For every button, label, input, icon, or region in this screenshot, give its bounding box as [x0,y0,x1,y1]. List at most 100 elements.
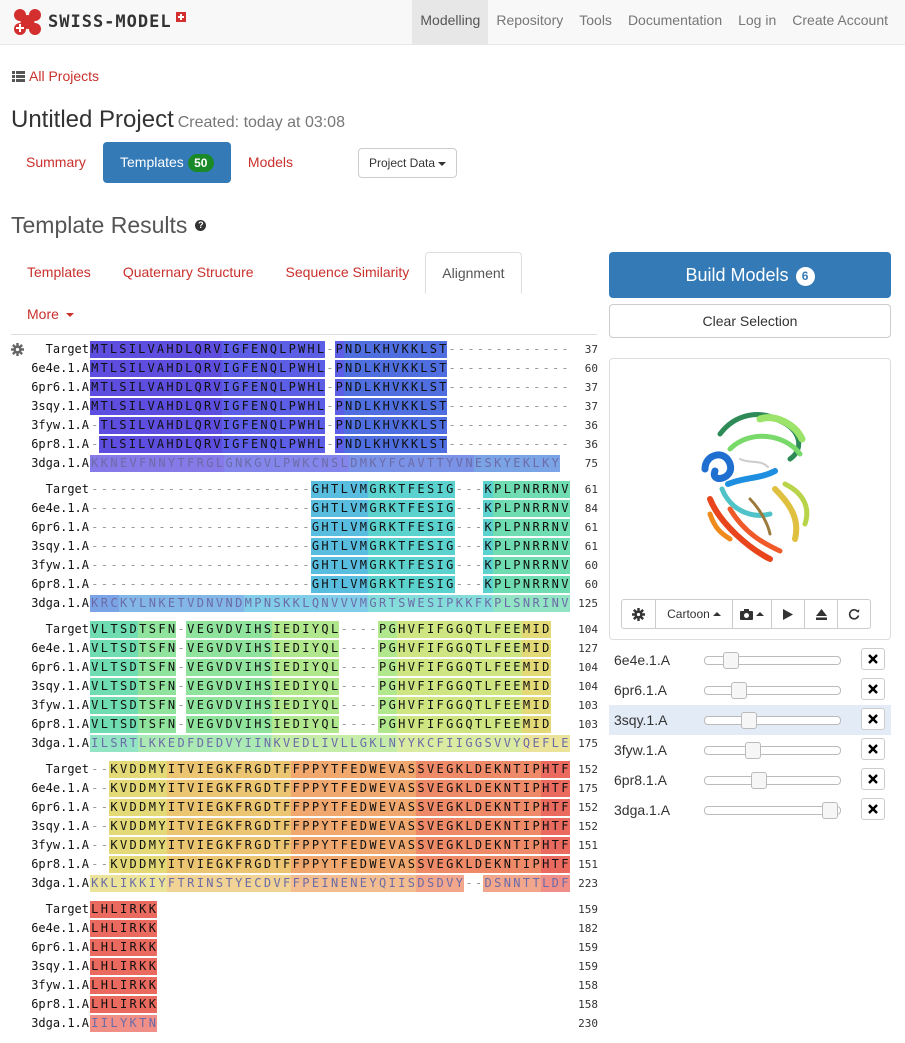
sequence-name[interactable]: 6pr8.1.A [31,577,89,591]
remove-template-button[interactable] [861,798,885,820]
sequence-name[interactable]: Target [45,482,89,496]
template-row[interactable]: 6pr6.1.A [609,675,891,705]
sequence-name[interactable]: 6e4e.1.A [31,361,89,375]
nav-create-account[interactable]: Create Account [792,12,888,28]
tab-results-templates[interactable]: Templates [27,264,91,280]
structure-viewer[interactable]: Cartoon [609,358,891,640]
sequence-name[interactable]: 6pr6.1.A [31,800,89,814]
sequence-name[interactable]: 3sqy.1.A [31,539,89,553]
tab-templates[interactable]: Templates 50 [102,142,231,183]
template-slider[interactable] [704,712,841,729]
template-row[interactable]: 3dga.1.A [609,795,891,825]
remove-template-button[interactable] [861,678,885,700]
sequence-name[interactable]: 6pr8.1.A [31,717,89,731]
build-models-button[interactable]: Build Models 6 [609,252,891,298]
project-data-dropdown[interactable]: Project Data [358,148,457,178]
template-row[interactable]: 3sqy.1.A [609,705,891,735]
nav-documentation[interactable]: Documentation [627,12,723,28]
remove-template-button[interactable] [861,648,885,670]
tab-alignment[interactable]: Alignment [425,252,522,294]
sequence-name[interactable]: 3sqy.1.A [31,959,89,973]
template-slider[interactable] [704,652,841,669]
screenshot-dropdown[interactable] [732,599,772,629]
sequence-name[interactable]: 6pr6.1.A [31,940,89,954]
template-slider[interactable] [704,802,841,819]
viewer-settings-button[interactable] [621,599,656,629]
nav-modelling[interactable]: Modelling [412,0,489,45]
sequence-name[interactable]: Target [45,902,89,916]
alignment-settings-gear-icon[interactable] [11,343,24,356]
template-slider[interactable] [704,742,841,759]
sequence-name[interactable]: 3dga.1.A [31,876,89,890]
sequence-name[interactable]: 6pr8.1.A [31,437,89,451]
sequence-name[interactable]: 6pr6.1.A [31,380,89,394]
remove-template-button[interactable] [861,738,885,760]
template-slider[interactable] [704,682,841,699]
template-row[interactable]: 6pr8.1.A [609,765,891,795]
tab-models[interactable]: Models [233,142,308,183]
slider-handle[interactable] [745,742,762,759]
play-button[interactable] [771,599,805,629]
sequence-name[interactable]: Target [45,622,89,636]
sequence-name[interactable]: 6e4e.1.A [31,501,89,515]
sequence-name[interactable]: 3fyw.1.A [31,978,89,992]
template-row[interactable]: 6e4e.1.A [609,645,891,675]
all-projects-link[interactable]: All Projects [12,68,99,84]
slider-handle[interactable] [821,802,838,819]
eject-button[interactable] [804,599,838,629]
sequence-name[interactable]: 6pr6.1.A [31,520,89,534]
sequence-name[interactable]: 3dga.1.A [31,596,89,610]
sequence-name[interactable]: 3sqy.1.A [31,399,89,413]
slider-handle[interactable] [722,652,739,669]
tab-sequence-similarity[interactable]: Sequence Similarity [285,264,410,280]
sequence-name[interactable]: 3fyw.1.A [31,698,89,712]
brand[interactable]: SWISS-MODEL [12,6,186,38]
sequence-name[interactable]: 3sqy.1.A [31,679,89,693]
sequence-name[interactable]: Target [45,762,89,776]
slider-handle[interactable] [751,772,768,789]
sequence-name[interactable]: 3sqy.1.A [31,819,89,833]
sequence-name[interactable]: 3dga.1.A [31,736,89,750]
remove-template-button[interactable] [861,708,885,730]
nav-login[interactable]: Log in [738,12,777,28]
sequence-name[interactable]: 6pr8.1.A [31,857,89,871]
remove-template-button[interactable] [861,768,885,790]
sequence-name[interactable]: 6pr8.1.A [31,997,89,1011]
tab-quaternary-structure[interactable]: Quaternary Structure [122,264,254,280]
template-row[interactable]: 3fyw.1.A [609,735,891,765]
template-slider[interactable] [704,772,841,789]
sequence-name[interactable]: 6pr6.1.A [31,660,89,674]
sequence-name[interactable]: 6e4e.1.A [31,641,89,655]
